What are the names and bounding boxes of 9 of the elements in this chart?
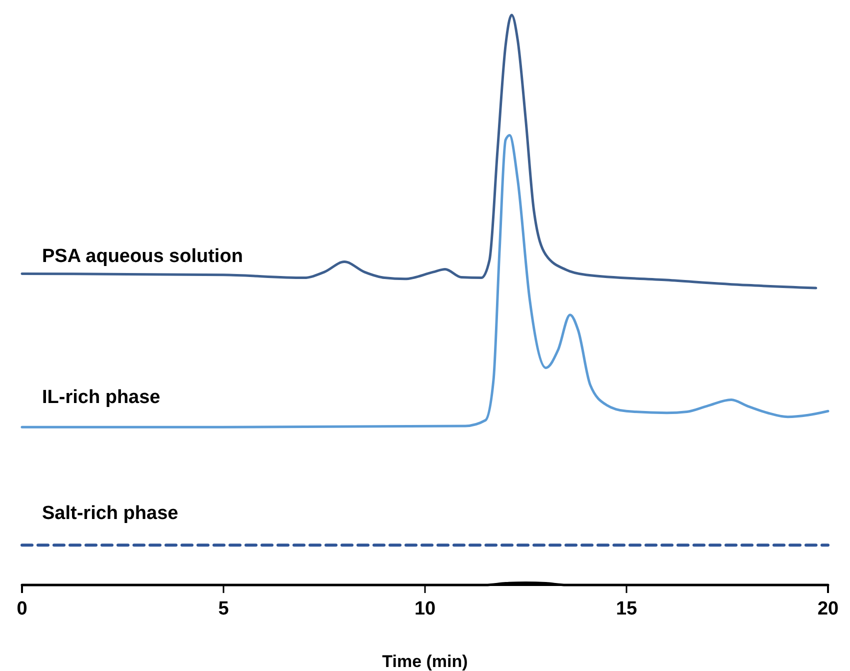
series-label: IL-rich phase (42, 387, 160, 408)
x-tick-label: 10 (414, 598, 436, 620)
x-tick-label: 0 (16, 598, 28, 620)
x-axis-title: Time (min) (382, 652, 468, 671)
x-tick-label: 15 (616, 598, 638, 620)
x-tick-label: 20 (817, 598, 839, 620)
series-label: Salt-rich phase (42, 503, 178, 524)
series-label: PSA aqueous solution (42, 246, 243, 267)
x-tick-label: 5 (218, 598, 230, 620)
